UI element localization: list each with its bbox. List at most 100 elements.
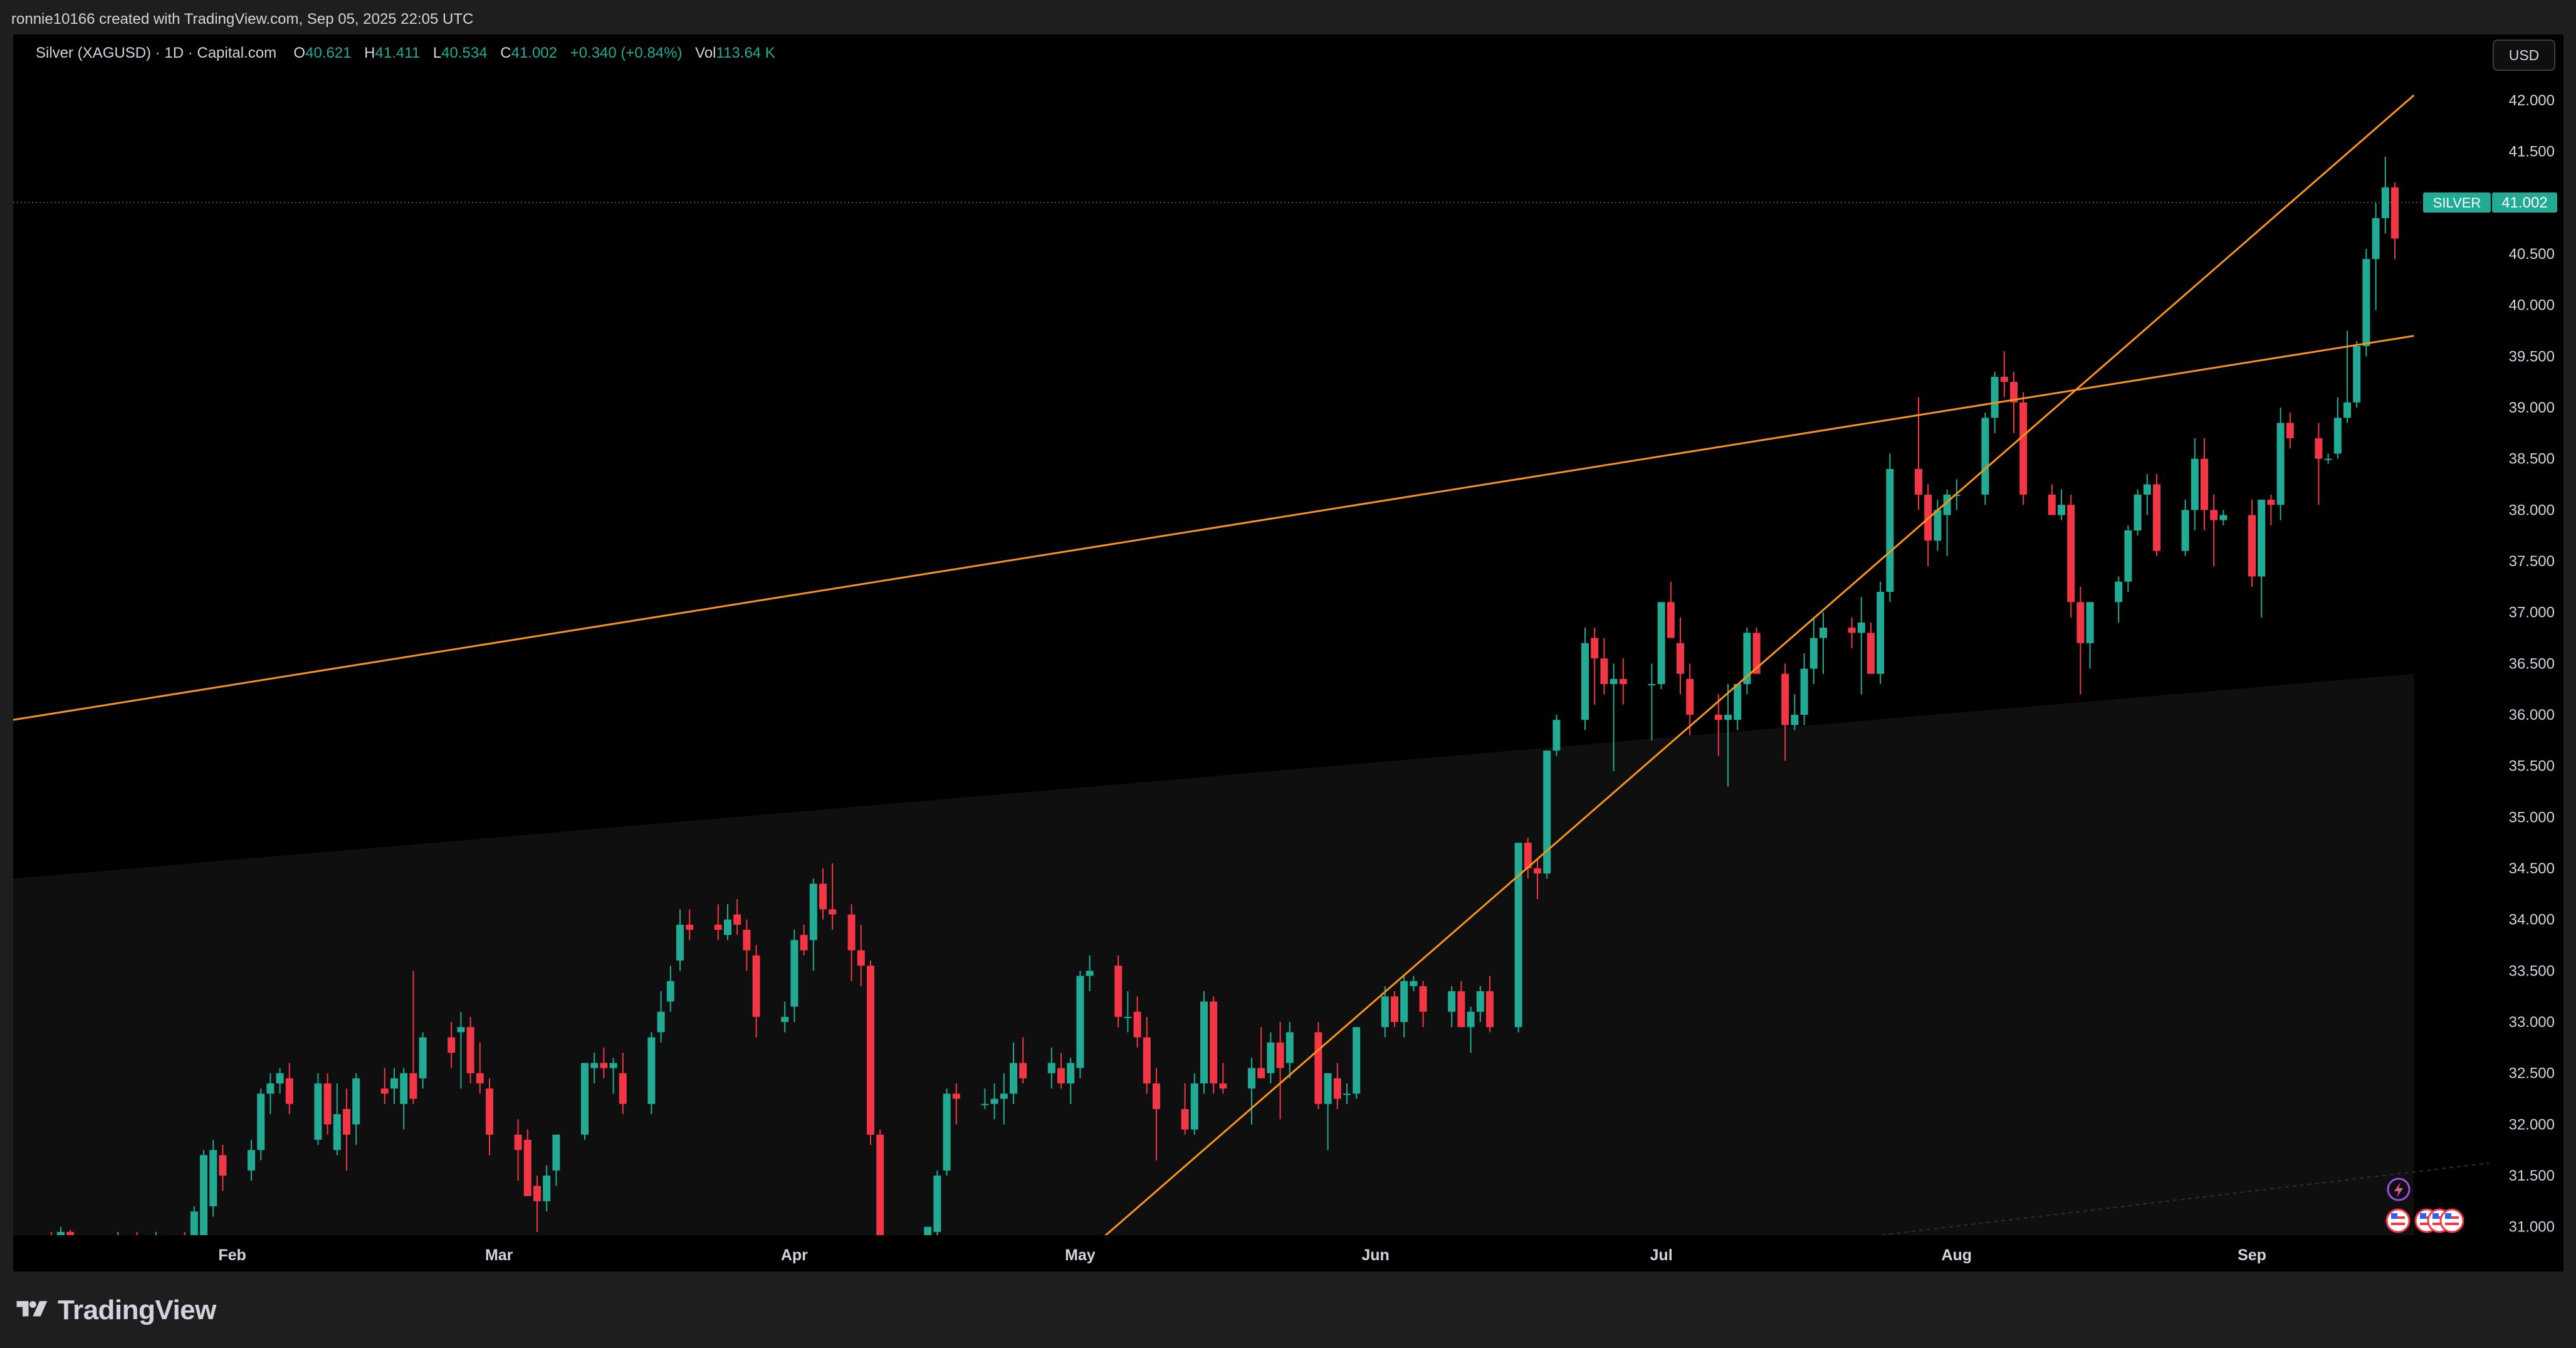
candle-down	[2076, 602, 2085, 643]
candle-up	[2086, 602, 2094, 643]
currency-button[interactable]: USD	[2493, 39, 2555, 71]
candle-up	[1809, 638, 1818, 669]
candle-up	[1934, 510, 1942, 541]
candle-down	[1114, 966, 1123, 1017]
candle-down	[1219, 1083, 1227, 1089]
y-tick-label: 34.500	[2509, 860, 2555, 877]
candle-up	[1819, 628, 1827, 638]
candle-up	[152, 1239, 160, 1247]
candle-down	[1391, 996, 1398, 1023]
candle-down	[1419, 986, 1427, 1012]
candle-up	[248, 1150, 255, 1171]
candle-up	[552, 1134, 560, 1171]
candle-down	[733, 914, 741, 925]
candle-down	[752, 955, 760, 1017]
change-value: +0.340 (+0.84%)	[570, 45, 683, 61]
candle-down	[1915, 469, 1922, 495]
candle-down	[1057, 1068, 1065, 1084]
us-flag-icon-ring	[2385, 1208, 2411, 1233]
candle-down	[619, 1073, 627, 1104]
y-tick-label: 33.000	[2509, 1014, 2555, 1031]
candle-up	[1610, 678, 1618, 685]
candle-down	[76, 1247, 83, 1252]
open-value: 40.621	[305, 45, 352, 61]
candle-up	[2143, 484, 2151, 495]
x-tick-label: Feb	[218, 1246, 246, 1264]
candle-up	[1886, 469, 1894, 592]
high-key: H	[364, 45, 375, 61]
chart-panel[interactable]: 42.00041.50041.00040.50040.00039.50039.0…	[13, 34, 2563, 1272]
lightning-icon	[2387, 1177, 2411, 1201]
chart-caption: ronnie10166 created with TradingView.com…	[11, 11, 474, 28]
candle-down	[2315, 438, 2323, 459]
candle-up	[1000, 1093, 1008, 1099]
candle-up	[609, 1063, 617, 1068]
candle-up	[1648, 684, 1656, 686]
candle-up	[1657, 602, 1665, 685]
tradingview-brand[interactable]: TradingView	[14, 1290, 216, 1330]
candle-down	[1534, 868, 1541, 874]
price-tag-value: 41.002	[2501, 194, 2547, 211]
candle-up	[1267, 1042, 1275, 1073]
candle-up	[2381, 187, 2389, 218]
candle-up	[1581, 643, 1589, 720]
candle-down	[409, 1073, 417, 1099]
candle-down	[448, 1037, 456, 1053]
candle-down	[523, 1139, 531, 1196]
candle-up	[143, 1247, 150, 1249]
candle-up	[266, 1083, 275, 1094]
candle-down	[1600, 658, 1608, 685]
candle-down	[1019, 1063, 1027, 1078]
candle-down	[686, 924, 694, 930]
candle-down	[1667, 602, 1675, 638]
plot-area	[13, 94, 2489, 1252]
candle-up	[123, 1237, 131, 1247]
candle-down	[829, 909, 837, 915]
candle-up	[1353, 1027, 1361, 1094]
close-value: 41.002	[511, 45, 557, 61]
candle-down	[380, 1088, 389, 1094]
candle-up	[1248, 1068, 1255, 1089]
candle-down	[1257, 1068, 1265, 1078]
tradingview-logo-icon	[16, 1301, 48, 1317]
us-flag-icon	[2439, 1208, 2464, 1233]
lightning-icon-bolt	[2394, 1182, 2403, 1198]
candle-up	[1400, 981, 1408, 1023]
candle-up	[2124, 530, 2132, 582]
candle-up	[276, 1073, 284, 1084]
candle-down	[714, 924, 722, 930]
candle-down	[800, 935, 808, 950]
candle-down	[486, 1088, 493, 1135]
candle-up	[2134, 494, 2142, 531]
low-value: 40.534	[441, 45, 488, 61]
price-tag	[2492, 192, 2557, 213]
candle-up	[390, 1078, 398, 1089]
symbol-title[interactable]: Silver (XAGUSD) · 1D · Capital.com	[36, 45, 277, 61]
y-tick-label: 39.500	[2509, 348, 2555, 365]
y-tick-label: 37.000	[2509, 604, 2555, 621]
volume-value: 113.64 K	[716, 45, 775, 61]
candle-up	[1448, 991, 1456, 1012]
candle-up	[1324, 1073, 1332, 1104]
candle-down	[2067, 505, 2075, 603]
candle-down	[2267, 500, 2275, 505]
candle-up	[590, 1063, 599, 1068]
candle-up	[2372, 218, 2380, 260]
candle-down	[857, 950, 865, 966]
candle-up	[1514, 843, 1522, 1028]
candle-down	[2248, 515, 2256, 577]
candle-up	[666, 981, 674, 1002]
candle-up	[1877, 592, 1885, 674]
price-chart[interactable]: 42.00041.50041.00040.50040.00039.50039.0…	[13, 34, 2563, 1272]
candle-down	[600, 1063, 608, 1068]
candle-down	[1591, 638, 1599, 659]
candle-down	[2153, 484, 2160, 551]
candle-down	[1276, 1042, 1284, 1068]
candle-up	[809, 883, 817, 940]
candle-up	[2324, 458, 2332, 460]
candle-up	[1200, 1001, 1208, 1084]
us-flag-icon-canton	[2445, 1213, 2451, 1219]
us-flag-icon-ring	[2439, 1208, 2464, 1233]
y-tick-label: 33.500	[2509, 962, 2555, 979]
symbol-tag	[2423, 192, 2491, 213]
